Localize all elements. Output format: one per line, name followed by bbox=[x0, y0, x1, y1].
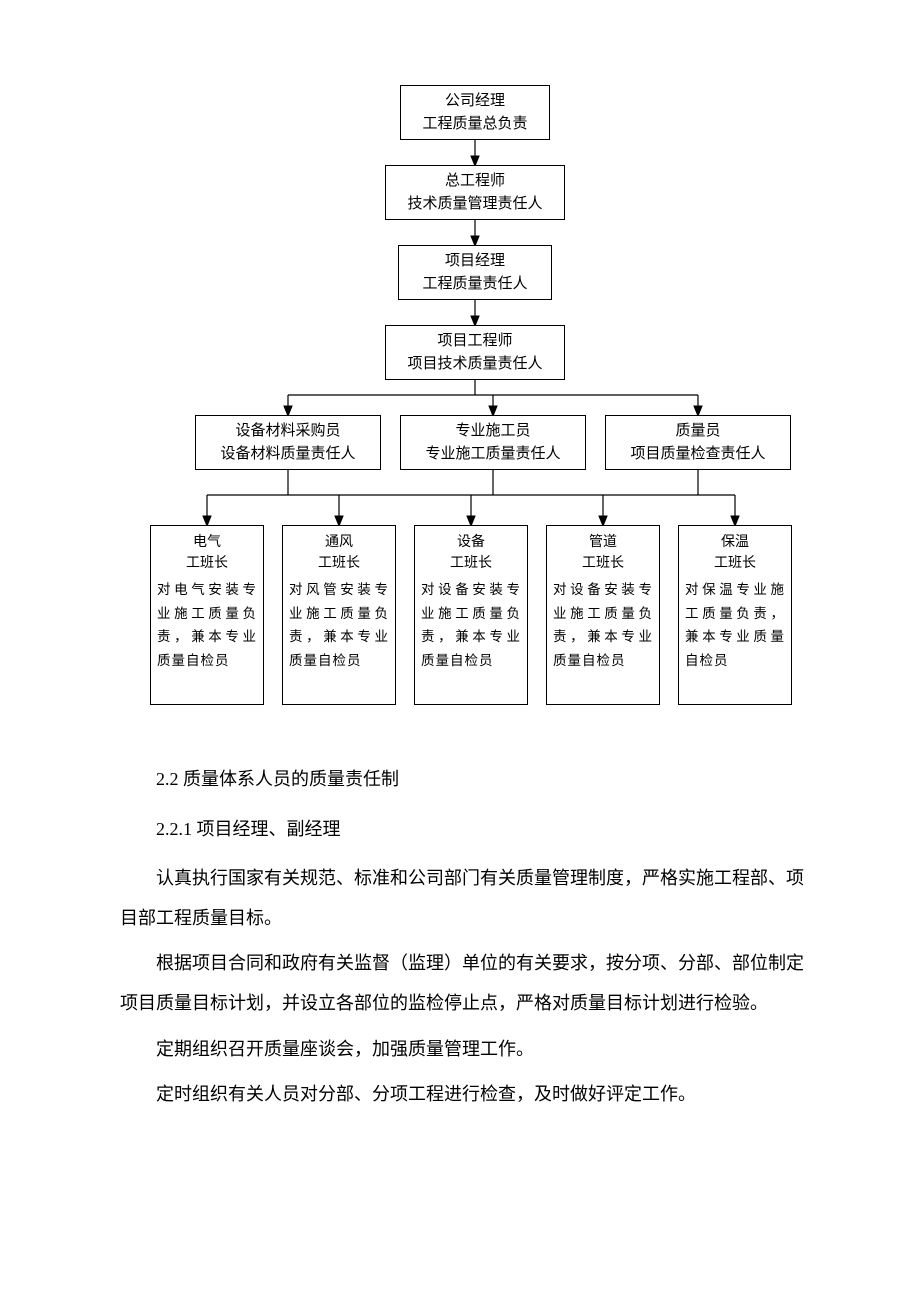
heading-2-2: 2.2 质量体系人员的质量责任制 bbox=[120, 760, 820, 800]
org-node: 专业施工员专业施工质量责任人 bbox=[400, 415, 586, 470]
org-node: 设备工班长对设备安装专业施工质量负责，兼本专业质量自检员 bbox=[414, 525, 528, 705]
org-node: 通风工班长对风管安装专业施工质量负责，兼本专业质量自检员 bbox=[282, 525, 396, 705]
paragraph: 根据项目合同和政府有关监督（监理）单位的有关要求，按分项、分部、部位制定项目质量… bbox=[120, 944, 820, 1023]
org-node: 公司经理工程质量总负责 bbox=[400, 85, 550, 140]
org-node: 设备材料采购员设备材料质量责任人 bbox=[195, 415, 381, 470]
body-text: 2.2 质量体系人员的质量责任制 2.2.1 项目经理、副经理 认真执行国家有关… bbox=[0, 720, 920, 1181]
org-node: 电气工班长对电气安装专业施工质量负责，兼本专业质量自检员 bbox=[150, 525, 264, 705]
org-node: 项目经理工程质量责任人 bbox=[398, 245, 552, 300]
paragraph: 定时组织有关人员对分部、分项工程进行检查，及时做好评定工作。 bbox=[120, 1075, 820, 1115]
heading-2-2-1: 2.2.1 项目经理、副经理 bbox=[120, 810, 820, 850]
org-node: 总工程师技术质量管理责任人 bbox=[385, 165, 565, 220]
paragraph: 认真执行国家有关规范、标准和公司部门有关质量管理制度，严格实施工程部、项目部工程… bbox=[120, 859, 820, 938]
paragraph: 定期组织召开质量座谈会，加强质量管理工作。 bbox=[120, 1030, 820, 1070]
org-node: 保温工班长对保温专业施工质量负责，兼本专业质量自检员 bbox=[678, 525, 792, 705]
org-node: 管道工班长对设备安装专业施工质量负责，兼本专业质量自检员 bbox=[546, 525, 660, 705]
org-node: 项目工程师项目技术质量责任人 bbox=[385, 325, 565, 380]
org-chart: 公司经理工程质量总负责总工程师技术质量管理责任人项目经理工程质量责任人项目工程师… bbox=[0, 0, 920, 720]
org-node: 质量员项目质量检查责任人 bbox=[605, 415, 791, 470]
